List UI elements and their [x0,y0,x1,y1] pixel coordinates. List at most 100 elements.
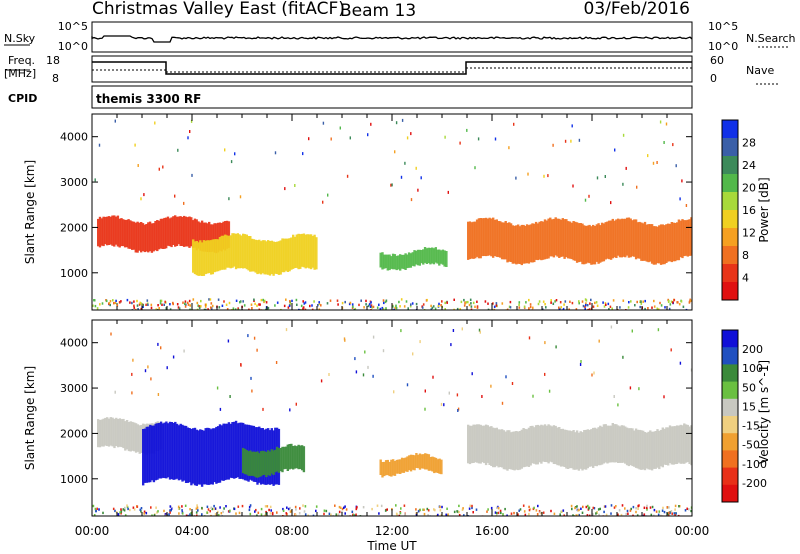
velocity-echo-column [433,457,436,474]
power-speckle [164,300,166,304]
power-speckle [354,307,357,310]
power-speckle [584,307,586,310]
power-speckle [560,306,562,309]
velocity-colorbar-swatch [722,398,738,417]
velocity-speckle [285,512,288,515]
power-speckle [665,122,668,126]
velocity-echo-column [590,429,593,467]
power-speckle [673,298,676,302]
velocity-echo-column [231,422,234,479]
velocity-speckle [337,513,340,516]
power-echo-column [509,223,513,262]
velocity-speckle [522,504,525,507]
power-speckle [139,301,141,305]
velocity-echo-column [649,430,652,470]
power-speckle [634,304,636,307]
velocity-echo-column [408,455,411,471]
velocity-speckle [264,514,267,516]
power-speckle [399,305,401,308]
power-speckle [463,298,465,302]
power-speckle [248,308,250,310]
velocity-speckle [217,513,220,516]
velocity-speckle [275,361,278,364]
power-speckle [656,307,659,310]
velocity-speckle [157,510,159,513]
power-echo-column [202,222,205,252]
power-speckle [182,301,184,304]
velocity-echo-column [661,427,664,468]
power-speckle [311,304,313,307]
power-speckle [262,298,264,302]
velocity-speckle [446,507,448,510]
velocity-speckle [610,512,612,515]
velocity-echo-column [492,427,495,468]
power-speckle [239,300,242,303]
power-echo-column [406,254,409,269]
power-speckle [258,308,261,310]
velocity-speckle [669,511,671,515]
velocity-speckle [183,349,185,353]
velocity-speckle [177,507,180,510]
velocity-ytick-label: 1000 [60,473,88,486]
velocity-speckle [295,402,297,406]
power-speckle [493,305,496,308]
velocity-echo-column [625,427,629,466]
x-tick-label: 08:00 [275,524,310,538]
velocity-echo-column [652,431,656,469]
velocity-speckle [323,509,326,512]
power-speckle [187,303,190,306]
power-speckle [113,302,115,305]
power-echo-column [477,218,481,259]
velocity-speckle [384,509,387,512]
power-echo-column [145,224,148,252]
power-echo-column [238,234,241,269]
velocity-speckle [129,508,131,512]
velocity-speckle [120,510,123,513]
velocity-echo-column [302,446,306,473]
velocity-speckle [304,505,307,508]
velocity-speckle [678,505,680,508]
power-echo-column [540,221,543,261]
velocity-speckle [456,510,458,513]
date-label: 03/Feb/2016 [584,0,690,19]
velocity-colorbar-swatch [722,450,738,469]
power-speckle [140,307,143,310]
power-echo-column [629,218,632,258]
power-colorbar-swatch [722,282,738,301]
velocity-speckle [151,514,153,516]
velocity-speckle [540,511,542,515]
velocity-echo-column [540,424,543,464]
velocity-echo-column [283,446,286,470]
velocity-speckle [312,514,315,516]
power-echo-column [468,221,472,260]
cpid-value: themis 3300 RF [96,92,201,106]
velocity-speckle [354,357,356,361]
power-speckle [558,306,560,309]
velocity-echo-column [186,427,189,483]
power-speckle [384,300,387,304]
velocity-speckle [268,508,270,512]
power-speckle [685,204,688,207]
power-echo-column [538,221,541,260]
power-echo-column [618,219,622,258]
power-speckle [337,303,339,306]
power-echo-column [684,220,688,256]
power-speckle [302,300,304,303]
power-echo-column [499,221,502,258]
power-echo-column [665,224,668,263]
velocity-echo-column [100,419,103,447]
velocity-speckle [254,510,256,513]
power-speckle [542,300,545,303]
power-echo-column [534,221,538,260]
power-speckle [200,299,202,303]
velocity-echo-column [220,425,223,481]
power-speckle [140,302,143,305]
power-echo-column [536,223,539,261]
velocity-echo-column [536,424,539,465]
velocity-echo-column [104,417,107,446]
velocity-echo-column [388,461,391,477]
velocity-speckle [490,384,492,388]
velocity-speckle [586,514,589,516]
power-echo-column [136,221,139,253]
velocity-echo-column [124,421,127,451]
